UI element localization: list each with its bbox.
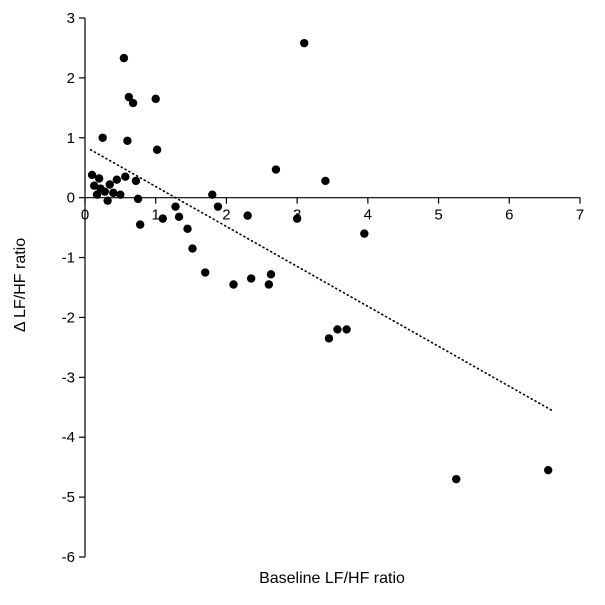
x-tick-label: 5 xyxy=(434,207,442,224)
y-tick-label: -2 xyxy=(62,309,75,326)
data-point xyxy=(152,145,162,154)
data-point xyxy=(324,334,334,343)
data-point xyxy=(135,220,145,229)
data-point xyxy=(543,465,553,475)
data-point xyxy=(333,325,342,334)
data-point xyxy=(360,229,369,238)
x-tick-label: 7 xyxy=(576,207,584,224)
data-point xyxy=(292,214,302,223)
data-point xyxy=(183,224,192,234)
data-point xyxy=(321,176,330,186)
data-point xyxy=(213,202,223,211)
data-point xyxy=(109,188,118,198)
data-point xyxy=(271,165,281,174)
x-axis-title: Baseline LF/HF ratio xyxy=(259,570,405,587)
data-point xyxy=(243,211,252,220)
y-tick-label: 1 xyxy=(67,130,75,147)
x-tick-label: 4 xyxy=(364,207,372,224)
x-tick-label: 2 xyxy=(222,207,230,224)
data-point xyxy=(119,53,129,63)
data-point xyxy=(300,38,309,48)
data-point xyxy=(87,170,97,180)
data-point xyxy=(89,181,99,190)
data-point xyxy=(151,94,160,104)
x-tick-label: 1 xyxy=(152,207,160,224)
y-tick-label: -3 xyxy=(62,369,75,386)
y-tick-label: 2 xyxy=(67,70,75,87)
data-point xyxy=(342,325,351,334)
data-point xyxy=(246,274,256,283)
x-tick-label: 0 xyxy=(81,207,89,224)
data-point xyxy=(174,212,184,222)
data-point xyxy=(201,268,210,277)
y-tick-label: 3 xyxy=(67,10,75,27)
data-point xyxy=(264,280,274,289)
data-point xyxy=(123,136,132,145)
data-point xyxy=(116,190,125,199)
data-point xyxy=(188,244,197,253)
trend-line xyxy=(89,148,553,412)
data-point xyxy=(452,474,461,484)
y-axis-title: Δ LF/HF ratio xyxy=(12,238,29,332)
y-tick-label: -5 xyxy=(62,489,75,506)
y-tick-label: -1 xyxy=(62,250,75,267)
data-point xyxy=(103,196,112,205)
data-point xyxy=(229,280,238,289)
data-point xyxy=(158,214,167,223)
data-point xyxy=(112,175,122,184)
data-point xyxy=(98,133,107,142)
data-point xyxy=(131,176,141,186)
data-point xyxy=(133,194,143,204)
x-tick-label: 6 xyxy=(505,207,513,224)
data-point xyxy=(121,172,130,181)
data-point xyxy=(94,174,104,183)
data-point xyxy=(266,270,276,279)
data-point xyxy=(128,98,138,108)
data-point xyxy=(105,180,114,189)
y-tick-label: -6 xyxy=(62,549,75,566)
y-tick-label: -4 xyxy=(62,429,75,446)
data-point xyxy=(208,190,217,199)
data-point xyxy=(100,187,110,196)
data-point xyxy=(171,202,180,211)
y-tick-label: 0 xyxy=(67,190,75,207)
data-point xyxy=(124,92,134,102)
